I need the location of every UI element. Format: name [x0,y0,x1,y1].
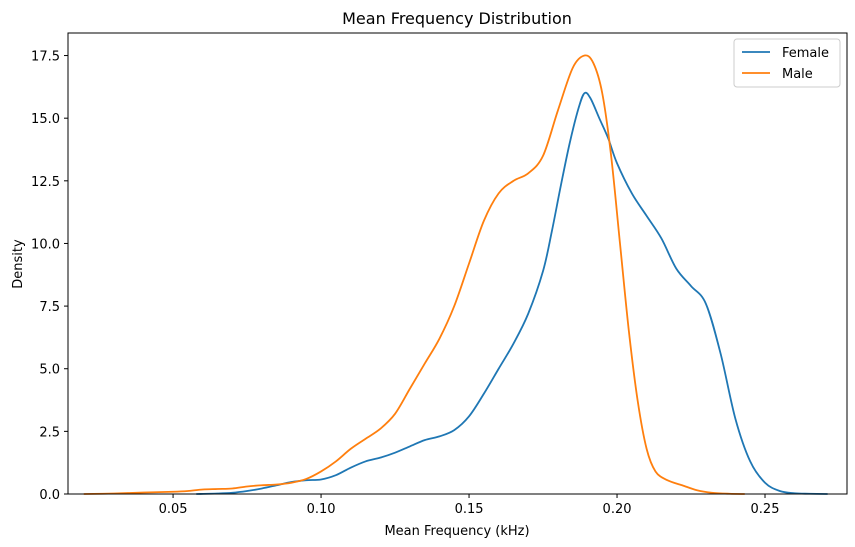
series-line-female [195,91,829,495]
x-axis-label: Mean Frequency (kHz) [384,524,529,539]
y-tick-label: 12.5 [31,175,60,190]
plot-area [68,33,847,494]
x-tick-label: 0.25 [751,502,780,517]
x-tick-label: 0.10 [307,502,336,517]
x-tick-label: 0.05 [159,502,188,517]
legend-label-female: Female [782,46,829,61]
y-axis-label: Density [11,239,26,289]
x-tick-label: 0.15 [455,502,484,517]
y-tick-label: 5.0 [39,363,60,378]
y-tick-label: 17.5 [31,50,60,65]
series-line-male [83,54,746,495]
legend: Female Male [733,38,841,88]
series-layer [83,54,829,495]
y-tick-label: 7.5 [39,300,60,315]
legend-frame [733,38,841,88]
plot-frame [67,32,848,495]
y-tick-label: 2.5 [39,425,60,440]
legend-label-male: Male [782,67,813,82]
y-axis-ticks: 0.0 2.5 5.0 7.5 10.0 12.5 15.0 17.5 [31,50,68,503]
x-axis-ticks: 0.05 0.10 0.15 0.20 0.25 [159,494,780,517]
y-tick-label: 0.0 [39,488,60,503]
y-tick-label: 15.0 [31,112,60,127]
chart-title: Mean Frequency Distribution [342,9,572,28]
y-tick-label: 10.0 [31,237,60,252]
x-tick-label: 0.20 [603,502,632,517]
